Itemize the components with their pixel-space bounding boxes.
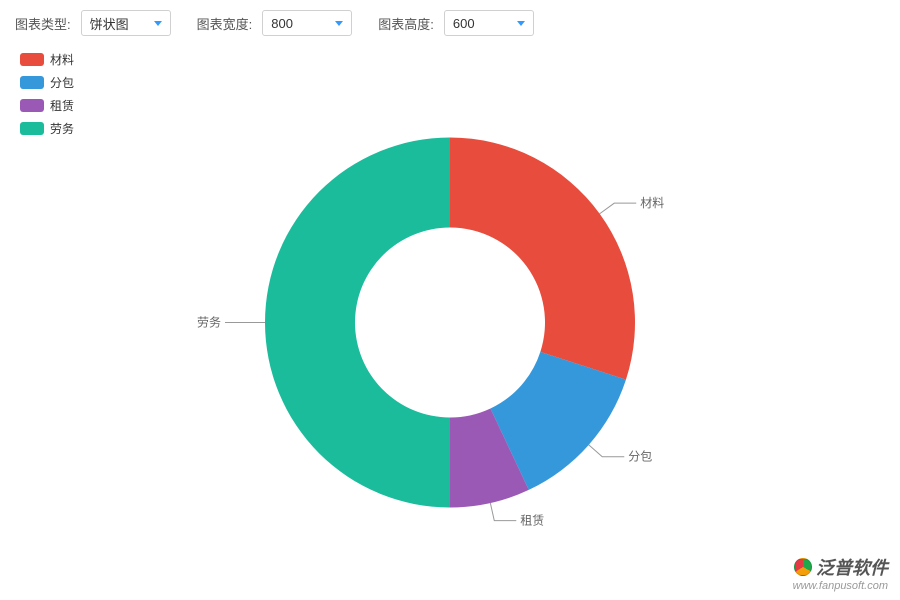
donut-chart: 材料分包租赁 劳务 xyxy=(145,88,755,573)
legend-label: 劳务 xyxy=(50,120,74,137)
chart-width-value: 800 xyxy=(271,16,293,31)
slice-leader-line xyxy=(589,445,625,457)
brand-logo-icon xyxy=(794,558,812,576)
slice-label: 材料 xyxy=(640,196,664,210)
chart-width-label: 图表宽度: xyxy=(197,14,253,33)
brand-url: www.fanpusoft.com xyxy=(793,580,888,592)
chart-height-label: 图表高度: xyxy=(378,14,434,33)
chart-type-label: 图表类型: xyxy=(15,14,71,33)
legend-swatch xyxy=(20,76,44,89)
donut-svg: 材料分包租赁 劳务 xyxy=(145,88,755,570)
legend-swatch xyxy=(20,122,44,135)
legend-swatch xyxy=(20,99,44,112)
chart-type-value: 饼状图 xyxy=(90,14,129,33)
chart-width-select[interactable]: 800 xyxy=(262,10,352,36)
slice-leader-line xyxy=(490,503,516,521)
chevron-down-icon xyxy=(154,21,162,26)
legend-swatch xyxy=(20,53,44,66)
watermark: 泛普软件 www.fanpusoft.com xyxy=(793,554,888,592)
legend-label: 分包 xyxy=(50,74,74,91)
chevron-down-icon xyxy=(335,21,343,26)
chevron-down-icon xyxy=(517,21,525,26)
legend-label: 租赁 xyxy=(50,97,74,114)
donut-slice[interactable] xyxy=(265,138,450,508)
donut-slice[interactable] xyxy=(450,138,635,380)
brand-name: 泛普软件 xyxy=(816,554,888,580)
slice-label: 分包 xyxy=(628,450,652,464)
chart-type-select[interactable]: 饼状图 xyxy=(81,10,171,36)
slice-label: 劳务 xyxy=(197,315,221,330)
chart-config-toolbar: 图表类型: 饼状图 图表宽度: 800 图表高度: 600 xyxy=(15,10,885,36)
chart-height-select[interactable]: 600 xyxy=(444,10,534,36)
chart-height-value: 600 xyxy=(453,16,475,31)
slice-leader-line xyxy=(600,203,637,214)
slice-label: 租赁 xyxy=(520,514,544,528)
legend-label: 材料 xyxy=(50,51,74,68)
legend-item[interactable]: 材料 xyxy=(20,51,885,68)
